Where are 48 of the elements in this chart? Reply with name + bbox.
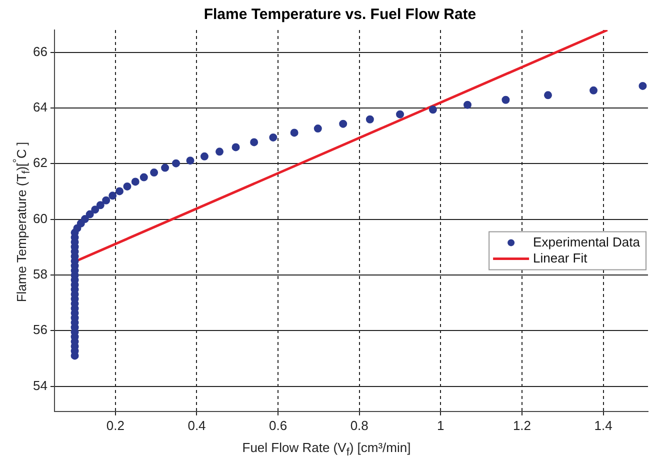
point bbox=[200, 152, 208, 160]
point bbox=[102, 196, 110, 204]
point bbox=[216, 148, 224, 156]
point bbox=[161, 164, 170, 172]
point bbox=[116, 187, 124, 196]
legend-label: Experimental Data bbox=[533, 234, 641, 250]
y-tick-label: 60 bbox=[32, 210, 48, 226]
point bbox=[86, 210, 94, 218]
point bbox=[366, 115, 374, 124]
y-tick-label: 62 bbox=[32, 155, 48, 170]
x-tick-label: 1 bbox=[437, 418, 444, 433]
point bbox=[123, 182, 132, 190]
point bbox=[232, 143, 240, 152]
point bbox=[186, 156, 194, 165]
point bbox=[150, 168, 158, 177]
y-tick-label: 56 bbox=[32, 322, 48, 338]
x-tick-label: 1.2 bbox=[512, 418, 532, 433]
point bbox=[544, 91, 552, 100]
point bbox=[108, 192, 117, 200]
point bbox=[502, 96, 510, 104]
point bbox=[290, 128, 298, 137]
point bbox=[96, 201, 104, 210]
point bbox=[428, 106, 437, 114]
point bbox=[590, 86, 598, 94]
x-tick-label: 0.6 bbox=[269, 418, 288, 433]
x-tick-label: 0.4 bbox=[188, 418, 206, 433]
point bbox=[250, 138, 258, 146]
point bbox=[339, 120, 348, 128]
point bbox=[269, 133, 278, 142]
point bbox=[131, 178, 140, 186]
point bbox=[172, 159, 180, 168]
point bbox=[314, 124, 322, 133]
x-tick-label: 0.2 bbox=[106, 418, 124, 433]
point bbox=[91, 206, 100, 214]
x-tick-label: 0.8 bbox=[350, 418, 368, 433]
point bbox=[638, 82, 647, 90]
x-tick-label: 1.4 bbox=[594, 418, 612, 433]
y-tick-label: 58 bbox=[32, 266, 48, 282]
legend-label: Linear Fit bbox=[533, 250, 588, 266]
point bbox=[464, 100, 472, 109]
point bbox=[396, 110, 404, 118]
point bbox=[140, 173, 148, 182]
point bbox=[80, 215, 89, 224]
y-tick-label: 54 bbox=[32, 378, 48, 393]
chart-title: Flame Temperature vs. Fuel Flow Rate bbox=[204, 6, 476, 24]
x-axis-title: Fuel Flow Rate (V$_{f}$) [cm³/min] bbox=[241, 440, 412, 459]
y-tick-label: 64 bbox=[32, 100, 48, 115]
y-tick-label: 66 bbox=[32, 44, 48, 59]
